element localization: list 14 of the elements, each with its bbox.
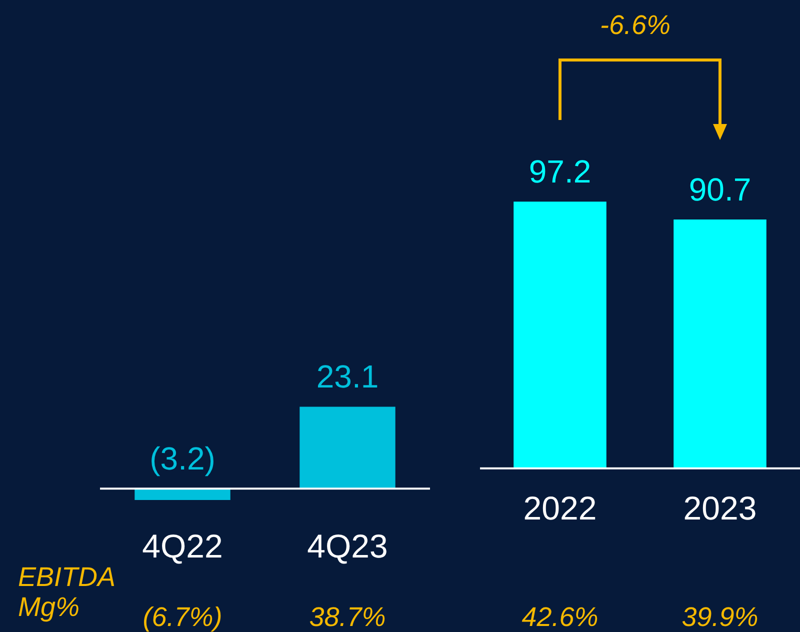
x-tick-label: 4Q22	[142, 527, 223, 564]
data-label: 90.7	[688, 171, 752, 208]
text: 42.6%	[522, 602, 598, 632]
text: EBITDA Mg%	[18, 562, 116, 622]
data-label: 23.1	[316, 358, 379, 395]
data-label: 97.2	[528, 154, 592, 190]
text: -6.6%	[600, 10, 671, 40]
text: 39.9%	[682, 602, 758, 632]
x-tick-label: 2022	[523, 489, 597, 526]
text: (6.7%)	[142, 602, 222, 632]
data-label: (3.2)	[150, 440, 216, 476]
x-tick-label: 4Q23	[307, 527, 388, 564]
text: 38.7%	[309, 602, 386, 632]
x-tick-label: 2023	[683, 489, 757, 526]
